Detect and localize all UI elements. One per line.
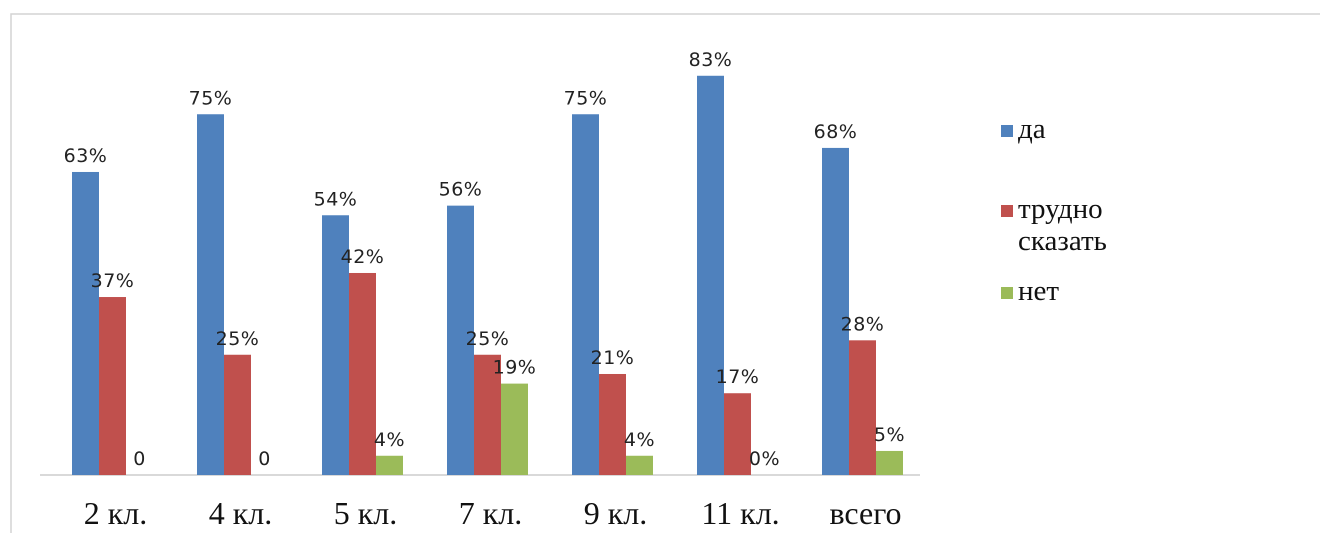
value-label-0-4: 75% xyxy=(564,87,608,109)
value-label-1-5: 17% xyxy=(716,366,760,388)
value-label-2-2: 4% xyxy=(374,429,405,451)
bar-1-2 xyxy=(349,272,376,475)
bar-0-1 xyxy=(197,114,224,475)
bar-2-4 xyxy=(626,455,653,475)
value-label-0-0: 63% xyxy=(64,145,108,167)
legend-swatch-1 xyxy=(1001,205,1013,217)
value-label-1-3: 25% xyxy=(466,328,510,350)
value-label-2-5: 0% xyxy=(749,448,780,470)
bar-0-2 xyxy=(322,215,349,475)
bar-0-4 xyxy=(572,114,599,475)
bar-2-2 xyxy=(376,455,403,475)
value-label-1-0: 37% xyxy=(91,270,135,292)
legend-swatch-0 xyxy=(1001,125,1013,137)
bar-0-6 xyxy=(822,147,849,476)
value-label-1-1: 25% xyxy=(216,328,260,350)
value-label-1-4: 21% xyxy=(591,347,635,369)
bar-1-1 xyxy=(224,354,251,475)
legend-label-1-line-1: сказать xyxy=(1018,225,1107,257)
category-label-1: 4 кл. xyxy=(209,495,273,531)
value-labels-layer: 63% 37% 0 75% 25% 0 54% 42% 4% 56% 25% 19% 75% 21% 4% 8… xyxy=(64,49,905,470)
category-label-0: 2 кл. xyxy=(84,495,148,531)
value-label-2-3: 19% xyxy=(493,357,537,379)
bar-1-0 xyxy=(99,297,126,475)
bar-1-5 xyxy=(724,393,751,475)
value-label-1-6: 28% xyxy=(841,313,885,335)
bar-0-3 xyxy=(447,205,474,475)
bar-1-3 xyxy=(474,354,501,475)
category-label-3: 7 кл. xyxy=(459,495,523,531)
value-label-2-6: 5% xyxy=(874,424,905,446)
bar-1-4 xyxy=(599,373,626,475)
value-label-0-6: 68% xyxy=(814,121,858,143)
value-label-0-3: 56% xyxy=(439,179,483,201)
category-label-4: 9 кл. xyxy=(584,495,648,531)
value-label-1-2: 42% xyxy=(341,246,385,268)
legend-label-0: да xyxy=(1018,113,1046,145)
legend-swatch-2 xyxy=(1001,287,1013,299)
bar-0-5 xyxy=(697,75,724,476)
category-label-6: всего xyxy=(829,495,901,531)
bar-0-0 xyxy=(72,171,99,475)
bar-1-6 xyxy=(849,340,876,475)
category-label-5: 11 кл. xyxy=(701,495,779,531)
bar-2-6 xyxy=(876,450,903,475)
value-label-2-0: 0 xyxy=(133,448,146,470)
value-label-2-1: 0 xyxy=(258,448,271,470)
category-label-2: 5 кл. xyxy=(334,495,398,531)
value-label-0-2: 54% xyxy=(314,188,358,210)
legend-label-2: нет xyxy=(1018,275,1059,307)
bar-2-3 xyxy=(501,383,528,475)
bars-layer xyxy=(72,75,903,476)
value-label-0-1: 75% xyxy=(189,87,233,109)
value-label-0-5: 83% xyxy=(689,49,733,71)
value-label-2-4: 4% xyxy=(624,429,655,451)
legend-label-1-line-0: трудно xyxy=(1018,193,1103,225)
category-labels-layer: 2 кл. 4 кл. 5 кл. 7 кл. 9 кл. 11 кл. всего xyxy=(84,495,902,531)
